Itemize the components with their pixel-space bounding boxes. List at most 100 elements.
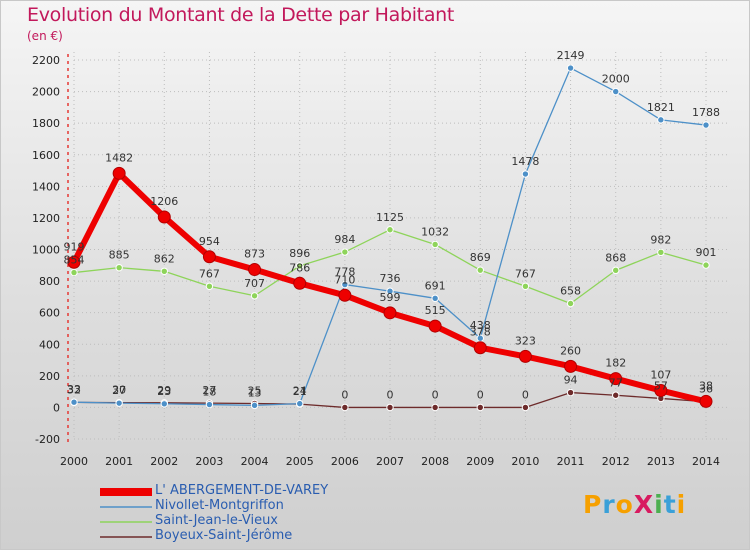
data-label: 182 xyxy=(605,357,626,370)
data-point xyxy=(654,384,668,398)
y-tick-label: 1000 xyxy=(32,244,60,257)
data-point xyxy=(521,403,530,412)
y-tick-label: -200 xyxy=(35,433,60,446)
x-tick-label: 2004 xyxy=(241,455,269,468)
x-tick-label: 2011 xyxy=(557,455,585,468)
data-label: 919 xyxy=(64,240,85,253)
data-point xyxy=(476,403,484,412)
y-tick-label: 200 xyxy=(39,370,60,383)
data-label: 1032 xyxy=(421,225,449,238)
data-label: 1821 xyxy=(647,101,675,114)
data-point xyxy=(383,306,397,320)
y-tick-label: 600 xyxy=(39,307,60,320)
data-label: 57 xyxy=(654,379,668,392)
data-point xyxy=(518,349,532,363)
data-labels: 32 30 29 27 25 21 0 0 0 0 0 94 77 57 36 854 885 862 767 707… xyxy=(64,49,721,401)
data-point xyxy=(205,282,214,290)
data-label: 984 xyxy=(334,233,355,246)
data-point xyxy=(67,255,81,269)
logo-letter: i xyxy=(676,490,687,519)
legend-label: Nivollet-Montgriffon xyxy=(155,498,284,513)
logo-letter: X xyxy=(633,490,655,519)
data-label: 707 xyxy=(244,277,265,290)
data-label: 21 xyxy=(293,385,307,398)
x-tick-label: 2013 xyxy=(647,455,675,468)
data-point xyxy=(612,266,620,275)
data-point xyxy=(386,403,394,412)
data-label: 736 xyxy=(380,272,401,285)
data-label: 710 xyxy=(334,273,355,286)
data-point xyxy=(112,166,126,180)
data-point xyxy=(160,267,168,275)
data-point xyxy=(386,287,394,295)
data-point xyxy=(564,359,578,373)
data-point xyxy=(250,292,259,300)
data-point xyxy=(431,240,439,249)
data-point xyxy=(338,288,352,302)
data-label: 323 xyxy=(515,334,536,347)
data-point xyxy=(566,388,575,397)
data-label: 36 xyxy=(699,383,713,396)
data-label: 0 xyxy=(522,388,529,401)
data-point xyxy=(612,391,620,399)
x-tick-label: 2012 xyxy=(602,455,630,468)
y-tick-label: 400 xyxy=(39,338,60,351)
data-point xyxy=(115,263,123,272)
data-label: 954 xyxy=(199,235,220,248)
x-tick-label: 2009 xyxy=(466,455,494,468)
data-point xyxy=(160,400,168,408)
data-point xyxy=(205,400,214,409)
y-tick-label: 1400 xyxy=(32,180,60,193)
data-point xyxy=(341,403,349,412)
data-label: 38 xyxy=(699,379,713,392)
data-label: 896 xyxy=(289,247,310,260)
y-tick-label: 2200 xyxy=(32,54,60,67)
y-tick-label: 1200 xyxy=(32,212,60,225)
data-label: 767 xyxy=(199,267,220,280)
data-label: 13 xyxy=(248,386,262,399)
data-label: 27 xyxy=(202,384,216,397)
data-point xyxy=(428,319,442,333)
data-label: 1125 xyxy=(376,211,404,224)
logo-letter: r xyxy=(602,490,616,519)
data-label: 854 xyxy=(64,254,85,267)
data-point xyxy=(202,250,216,264)
data-label: 2149 xyxy=(557,49,585,62)
data-label: 94 xyxy=(564,374,578,387)
data-label: 30 xyxy=(112,384,126,397)
data-point xyxy=(293,276,307,290)
data-label: 32 xyxy=(67,383,81,396)
y-tick-label: 800 xyxy=(39,275,60,288)
x-tick-label: 2010 xyxy=(511,455,539,468)
x-tick-label: 2008 xyxy=(421,455,449,468)
data-point xyxy=(341,248,349,256)
data-point xyxy=(115,399,123,407)
data-point xyxy=(657,116,665,124)
data-label: 23 xyxy=(157,385,171,398)
data-label: 0 xyxy=(341,388,348,401)
data-point xyxy=(386,226,394,234)
data-point xyxy=(341,280,349,289)
data-label: 27 xyxy=(112,384,126,397)
data-label: 107 xyxy=(650,369,671,382)
data-point xyxy=(70,268,78,277)
data-label: 691 xyxy=(425,279,446,292)
data-label: 885 xyxy=(109,249,130,262)
logo-letter: t xyxy=(663,490,677,519)
data-label: 901 xyxy=(696,246,717,259)
y-tick-label: 1600 xyxy=(32,149,60,162)
data-label: 1788 xyxy=(692,106,720,119)
data-label: 438 xyxy=(470,319,491,332)
data-point xyxy=(431,294,439,302)
series-layer xyxy=(67,64,713,412)
data-point xyxy=(612,87,620,96)
logo-letter: i xyxy=(654,490,664,519)
data-label: 862 xyxy=(154,252,175,265)
data-point xyxy=(521,282,530,290)
data-point xyxy=(566,64,575,72)
legend-label: Saint-Jean-le-Vieux xyxy=(155,513,278,528)
x-tick-label: 2014 xyxy=(692,455,720,468)
data-label: 1206 xyxy=(150,195,178,208)
data-label: 869 xyxy=(470,251,491,264)
